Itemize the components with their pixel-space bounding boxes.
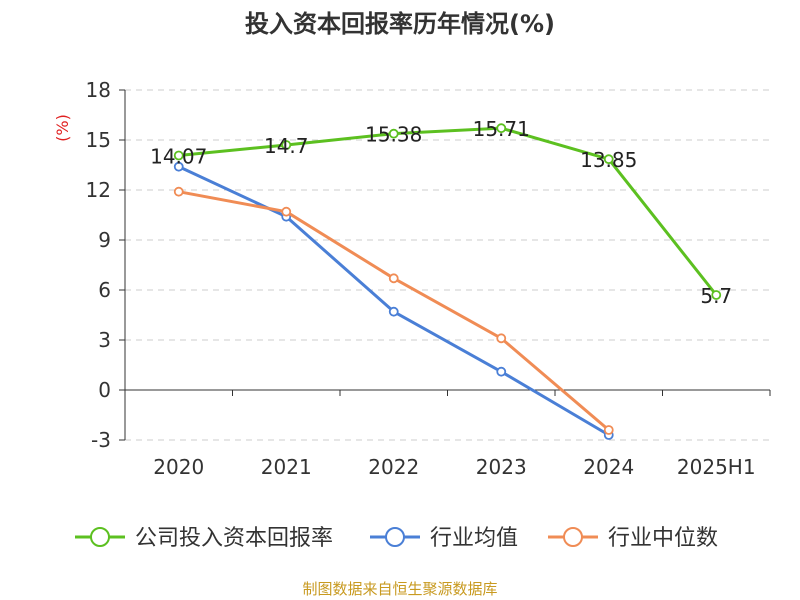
data-label: 14.7: [264, 134, 309, 158]
x-tick-label: 2024: [583, 455, 634, 479]
legend-marker: [563, 527, 583, 547]
series-line-1: [178, 165, 610, 437]
y-tick-label: 0: [98, 378, 111, 402]
data-point: [388, 306, 399, 317]
data-point: [388, 273, 399, 284]
x-tick-label: 2021: [261, 455, 312, 479]
data-label: 5.7: [700, 284, 732, 308]
x-tick-label: 2022: [368, 455, 419, 479]
series-lines: [173, 123, 722, 440]
data-point: [711, 290, 722, 300]
y-tick-label: 6: [98, 278, 111, 302]
data-point: [173, 186, 184, 197]
legend-marker: [385, 527, 405, 547]
y-tick-label: -3: [91, 428, 111, 452]
data-point: [496, 333, 507, 344]
data-point: [173, 161, 184, 172]
legend-label: 行业中位数: [608, 526, 718, 551]
data-label: 15.38: [365, 123, 422, 147]
y-tick-label: 9: [98, 228, 111, 252]
y-tick-label: 15: [86, 128, 111, 152]
data-point: [281, 140, 292, 150]
x-tick-label: 2023: [476, 455, 527, 479]
y-tick-label: 3: [98, 328, 111, 352]
series-line-0: [178, 126, 718, 296]
data-label: 13.85: [580, 148, 637, 172]
data-label: 15.71: [473, 117, 530, 141]
data-point: [496, 123, 507, 134]
legend-label: 公司投入资本回报率: [135, 526, 333, 551]
x-tick-label: 2025H1: [677, 455, 756, 479]
legend-label: 行业均值: [430, 526, 518, 551]
x-tick-label: 2020: [153, 455, 204, 479]
legend: 公司投入资本回报率 行业均值 行业中位数: [75, 526, 718, 551]
data-labels: 14.07 14.7 15.38 15.71 13.85 5.7: [150, 117, 732, 308]
grid-lines: [125, 89, 770, 441]
y-tick-label: 12: [86, 178, 111, 202]
data-point: [173, 150, 184, 161]
data-point: [281, 206, 292, 217]
data-point: [603, 154, 614, 165]
chart-title: 投入资本回报率历年情况(%): [245, 10, 555, 38]
data-point: [496, 366, 507, 377]
data-point: [603, 425, 614, 435]
legend-marker: [90, 527, 110, 547]
axes: 18 15 12 9 6 3 0 -3 2020 2021 2022 2023 2024 2025H1: [86, 78, 771, 479]
y-tick-label: 18: [86, 78, 111, 102]
y-axis-unit: (%): [53, 114, 72, 142]
data-point: [388, 128, 399, 139]
source-note: 制图数据来自恒生聚源数据库: [302, 580, 497, 598]
data-label: 14.07: [150, 145, 207, 169]
